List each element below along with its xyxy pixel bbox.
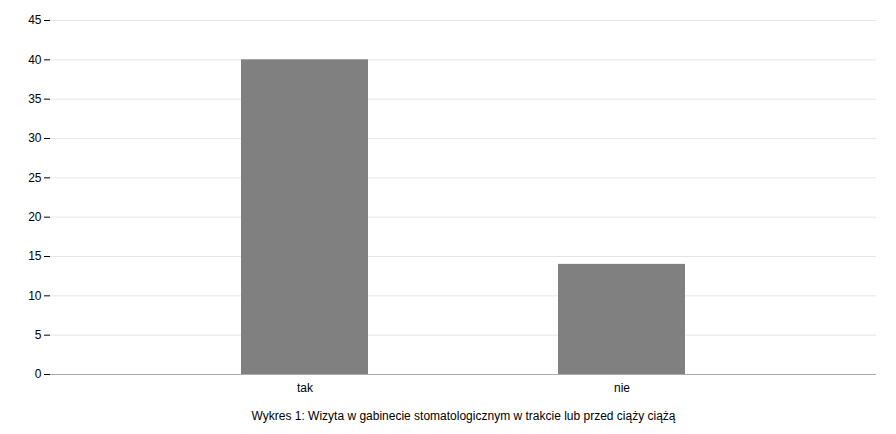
svg-text:0: 0	[35, 367, 42, 381]
svg-text:10: 10	[28, 289, 42, 303]
svg-text:5: 5	[35, 328, 42, 342]
svg-text:15: 15	[28, 249, 42, 263]
svg-text:30: 30	[28, 131, 42, 145]
svg-text:nie: nie	[614, 381, 630, 395]
svg-text:Wykres 1: Wizyta w gabinecie s: Wykres 1: Wizyta w gabinecie stomatologi…	[251, 409, 675, 423]
svg-text:35: 35	[28, 92, 42, 106]
svg-text:25: 25	[28, 171, 42, 185]
svg-text:45: 45	[28, 13, 42, 27]
svg-text:40: 40	[28, 53, 42, 67]
svg-text:tak: tak	[297, 381, 314, 395]
svg-text:20: 20	[28, 210, 42, 224]
